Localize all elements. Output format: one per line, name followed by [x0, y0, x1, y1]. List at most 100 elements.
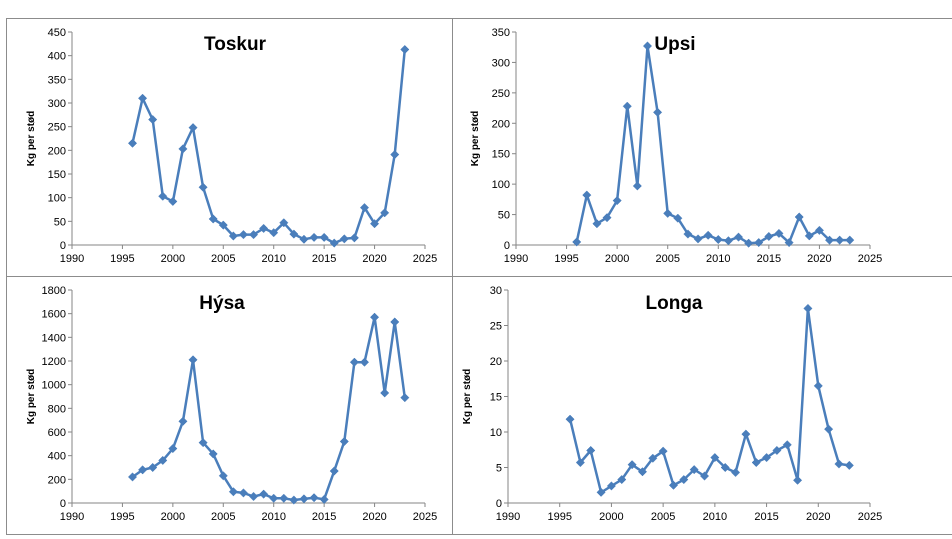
y-tick-label: 0	[60, 498, 66, 510]
x-tick-label: 1990	[496, 511, 520, 523]
data-point	[733, 232, 744, 242]
x-tick-label: 2025	[413, 511, 437, 523]
x-tick-label: 2010	[703, 511, 727, 523]
y-tick-label: 100	[48, 193, 66, 205]
data-point	[653, 107, 663, 117]
data-point	[138, 93, 148, 103]
data-point	[269, 493, 279, 503]
data-point	[784, 238, 794, 248]
y-tick-label: 150	[492, 149, 510, 161]
chart-title: Upsi	[654, 34, 695, 55]
series-line	[131, 49, 407, 245]
data-point	[803, 303, 813, 314]
data-point	[349, 233, 359, 243]
y-axis-label: Kg per stød	[462, 369, 473, 425]
x-tick-label: 2005	[211, 253, 235, 265]
data-point	[762, 453, 772, 463]
data-point	[658, 446, 668, 456]
data-point	[168, 196, 178, 207]
y-tick-label: 300	[48, 98, 66, 110]
data-point	[299, 494, 309, 504]
y-tick-label: 30	[490, 285, 502, 297]
data-point	[380, 208, 390, 218]
x-tick-label: 1990	[504, 253, 528, 265]
y-tick-label: 20	[490, 356, 502, 368]
data-point	[309, 232, 319, 242]
data-point	[400, 393, 410, 403]
x-tick-label: 2000	[161, 511, 185, 523]
data-point	[158, 191, 168, 201]
data-point	[710, 453, 720, 463]
data-point	[248, 230, 259, 240]
panel-frame	[6, 276, 453, 535]
x-tick-label: 2000	[605, 253, 629, 265]
data-point	[238, 230, 249, 240]
y-tick-label: 350	[492, 27, 510, 39]
data-point	[148, 115, 158, 125]
data-point	[793, 475, 803, 485]
data-point	[565, 414, 575, 424]
data-point	[782, 440, 792, 450]
data-point	[627, 460, 637, 470]
chart-title: Longa	[646, 293, 703, 314]
data-point	[319, 232, 329, 242]
x-tick-label: 2000	[161, 253, 185, 265]
data-point	[138, 465, 148, 475]
y-axis-label: Kg per stød	[26, 111, 37, 167]
x-tick-label: 1995	[110, 253, 134, 265]
data-point	[148, 462, 158, 473]
data-point	[617, 475, 627, 485]
data-point	[754, 238, 764, 248]
chart-panel-2: 0 50 100 150 200 250 300 350 1990 1995 2000 2005 201…	[452, 18, 952, 277]
x-tick-label: 1990	[60, 511, 84, 523]
data-point	[289, 495, 299, 505]
y-tick-label: 0	[60, 240, 66, 252]
x-tick-label: 2005	[655, 253, 679, 265]
y-tick-label: 50	[498, 210, 510, 222]
data-point	[370, 219, 380, 229]
data-point	[168, 444, 178, 454]
data-point	[158, 455, 168, 465]
data-point	[622, 101, 632, 111]
y-tick-label: 1400	[42, 332, 66, 344]
chart-title: Hýsa	[199, 293, 245, 314]
data-point	[612, 196, 622, 206]
data-point	[370, 312, 380, 322]
data-point	[794, 212, 804, 222]
data-point	[632, 181, 642, 191]
data-point	[730, 467, 741, 478]
data-point	[824, 235, 835, 245]
panel-frame	[452, 18, 952, 277]
data-point	[218, 471, 228, 481]
data-point	[359, 357, 370, 367]
x-tick-label: 2010	[706, 253, 730, 265]
data-point	[380, 388, 390, 398]
x-tick-label: 1995	[110, 511, 134, 523]
data-point	[299, 234, 309, 244]
y-tick-label: 300	[492, 57, 510, 69]
data-point	[586, 445, 596, 456]
panel-frame	[452, 276, 952, 535]
y-tick-label: 1600	[42, 309, 66, 321]
x-tick-label: 2025	[413, 253, 437, 265]
data-point	[248, 491, 259, 502]
x-tick-label: 2025	[858, 511, 882, 523]
y-tick-label: 10	[490, 427, 502, 439]
data-point	[279, 493, 289, 503]
data-point	[259, 223, 269, 233]
data-point	[835, 235, 845, 245]
data-point	[602, 213, 612, 223]
data-point	[218, 220, 228, 230]
y-tick-label: 200	[492, 118, 510, 130]
y-tick-label: 1200	[42, 356, 66, 368]
data-point	[592, 219, 602, 229]
panel-frame	[6, 18, 453, 277]
y-tick-label: 800	[48, 403, 66, 415]
data-point	[751, 457, 761, 468]
y-tick-label: 200	[48, 474, 66, 486]
data-point	[713, 234, 723, 245]
y-tick-label: 0	[504, 240, 510, 252]
y-tick-label: 0	[496, 498, 502, 510]
y-tick-label: 200	[48, 145, 66, 157]
data-point	[127, 138, 138, 148]
